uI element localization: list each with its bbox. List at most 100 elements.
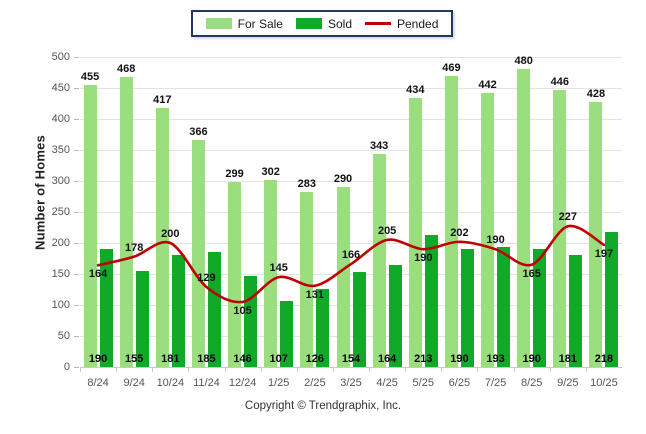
- legend-label-for-sale: For Sale: [237, 16, 283, 31]
- y-axis-tick-mark: [74, 119, 79, 120]
- legend-item-pended[interactable]: Pended: [365, 18, 438, 30]
- data-label-for-sale: 366: [189, 126, 208, 139]
- x-axis-tick-mark: [80, 367, 81, 372]
- x-axis-line: [80, 367, 622, 368]
- gridline: [80, 305, 622, 306]
- data-label-sold: 190: [450, 353, 469, 365]
- bar-for-sale[interactable]: [83, 84, 97, 367]
- y-axis-tick-label: 50: [57, 330, 70, 342]
- x-axis-tick-mark: [116, 367, 118, 372]
- x-axis-tick-label: 12/24: [228, 377, 257, 389]
- y-axis-tick-label: 450: [51, 82, 70, 94]
- gridline: [80, 181, 622, 182]
- data-label-pended: 197: [594, 247, 614, 260]
- x-axis-tick-mark: [441, 367, 443, 372]
- data-label-for-sale: 468: [117, 62, 136, 75]
- y-axis-tick-label: 400: [51, 113, 70, 125]
- gridline: [80, 57, 622, 58]
- data-label-for-sale: 290: [333, 173, 353, 186]
- y-axis-tick-label: 200: [51, 237, 70, 249]
- y-axis-tick-mark: [74, 243, 79, 244]
- x-axis-tick-mark: [405, 367, 407, 372]
- data-label-for-sale: 283: [297, 177, 317, 190]
- y-axis-tick-label: 250: [51, 206, 70, 218]
- x-axis-tick-mark: [369, 367, 371, 372]
- data-label-sold: 181: [161, 353, 180, 365]
- chart-legend: For Sale Sold Pended: [191, 10, 453, 37]
- data-label-pended: 200: [161, 228, 180, 240]
- copyright-text: Copyright © Trendgraphix, Inc.: [244, 400, 402, 412]
- x-axis-tick-label: 9/25: [557, 377, 579, 389]
- x-axis-tick-label: 5/25: [412, 377, 434, 389]
- data-label-for-sale: 434: [406, 83, 425, 96]
- data-label-sold: 193: [486, 353, 505, 365]
- data-label-pended: 205: [377, 224, 397, 237]
- y-axis-tick-mark: [74, 336, 79, 337]
- data-label-pended: 227: [558, 211, 577, 224]
- data-label-for-sale: 442: [478, 78, 497, 91]
- data-label-pended: 190: [486, 234, 505, 247]
- y-axis-tick-mark: [74, 305, 79, 306]
- x-axis-tick-label: 6/25: [448, 377, 471, 389]
- bar-sold[interactable]: [280, 300, 294, 367]
- y-axis-tick-mark: [74, 367, 79, 368]
- plot-area: 455 190 164 468 155 178 417 181 200 366 185 129 299 1…: [80, 55, 622, 372]
- gridline: [80, 119, 622, 120]
- y-axis-tick-mark: [74, 88, 79, 89]
- data-label-sold: 107: [269, 353, 288, 365]
- x-axis-tick-label: 3/25: [340, 377, 362, 389]
- legend-line-pended: [365, 22, 391, 25]
- data-label-pended: 129: [197, 272, 216, 285]
- x-axis-tick-mark: [513, 367, 515, 372]
- bar-sold[interactable]: [605, 231, 619, 367]
- data-label-for-sale: 455: [80, 70, 100, 83]
- gridline: [80, 150, 622, 151]
- x-axis-tick-label: 1/25: [268, 377, 290, 389]
- data-label-for-sale: 469: [442, 62, 461, 75]
- data-label-sold: 218: [594, 353, 614, 365]
- x-axis-tick-label: 4/25: [376, 377, 398, 389]
- x-axis-tick-mark: [332, 367, 334, 372]
- y-axis-tick-label: 0: [63, 361, 70, 373]
- data-label-sold: 126: [305, 353, 325, 365]
- data-label-for-sale: 343: [369, 140, 389, 153]
- y-axis-tick-mark: [74, 181, 79, 182]
- data-label-sold: 146: [233, 353, 252, 365]
- y-axis-tick-label: 500: [51, 51, 70, 63]
- data-label-sold: 190: [522, 353, 541, 365]
- x-axis-tick-label: 8/25: [520, 377, 543, 389]
- data-label-sold: 164: [377, 353, 397, 365]
- data-label-pended: 166: [341, 249, 361, 262]
- gridline: [80, 336, 622, 337]
- data-labels-layer: 455 190 164 468 155 178 417 181 200 366 185 129 299 1…: [80, 55, 622, 367]
- legend-item-sold[interactable]: Sold: [295, 18, 352, 30]
- y-axis-tick-mark: [74, 212, 79, 213]
- data-label-sold: 155: [125, 353, 144, 365]
- data-label-pended: 105: [233, 304, 252, 317]
- legend-item-for-sale[interactable]: For Sale: [205, 16, 283, 31]
- y-axis-tick-mark: [74, 57, 79, 58]
- gridline: [80, 88, 622, 89]
- data-label-pended: 190: [414, 252, 433, 265]
- legend-swatch-for-sale: [205, 18, 232, 29]
- data-label-sold: 185: [197, 353, 216, 365]
- data-label-for-sale: 417: [153, 94, 172, 107]
- x-axis-tick-label: 2/25: [304, 377, 326, 389]
- data-label-pended: 164: [88, 268, 108, 281]
- data-label-sold: 190: [88, 353, 108, 365]
- data-label-for-sale: 428: [586, 87, 606, 100]
- data-label-for-sale: 480: [514, 55, 533, 68]
- y-axis-tick-label: 100: [51, 299, 70, 311]
- x-axis-tick-mark: [260, 367, 262, 372]
- x-axis-tick-label: 7/25: [484, 377, 507, 389]
- data-label-pended: 178: [125, 241, 144, 254]
- data-label-sold: 213: [414, 353, 433, 365]
- data-label-pended: 145: [269, 262, 288, 275]
- bar-sold[interactable]: [316, 288, 330, 367]
- y-axis-tick-label: 150: [51, 268, 70, 280]
- x-axis-tick-mark: [549, 367, 551, 372]
- x-axis-tick-mark: [296, 367, 298, 372]
- x-axis-tick-label: 9/24: [123, 377, 145, 389]
- data-label-pended: 131: [305, 288, 325, 301]
